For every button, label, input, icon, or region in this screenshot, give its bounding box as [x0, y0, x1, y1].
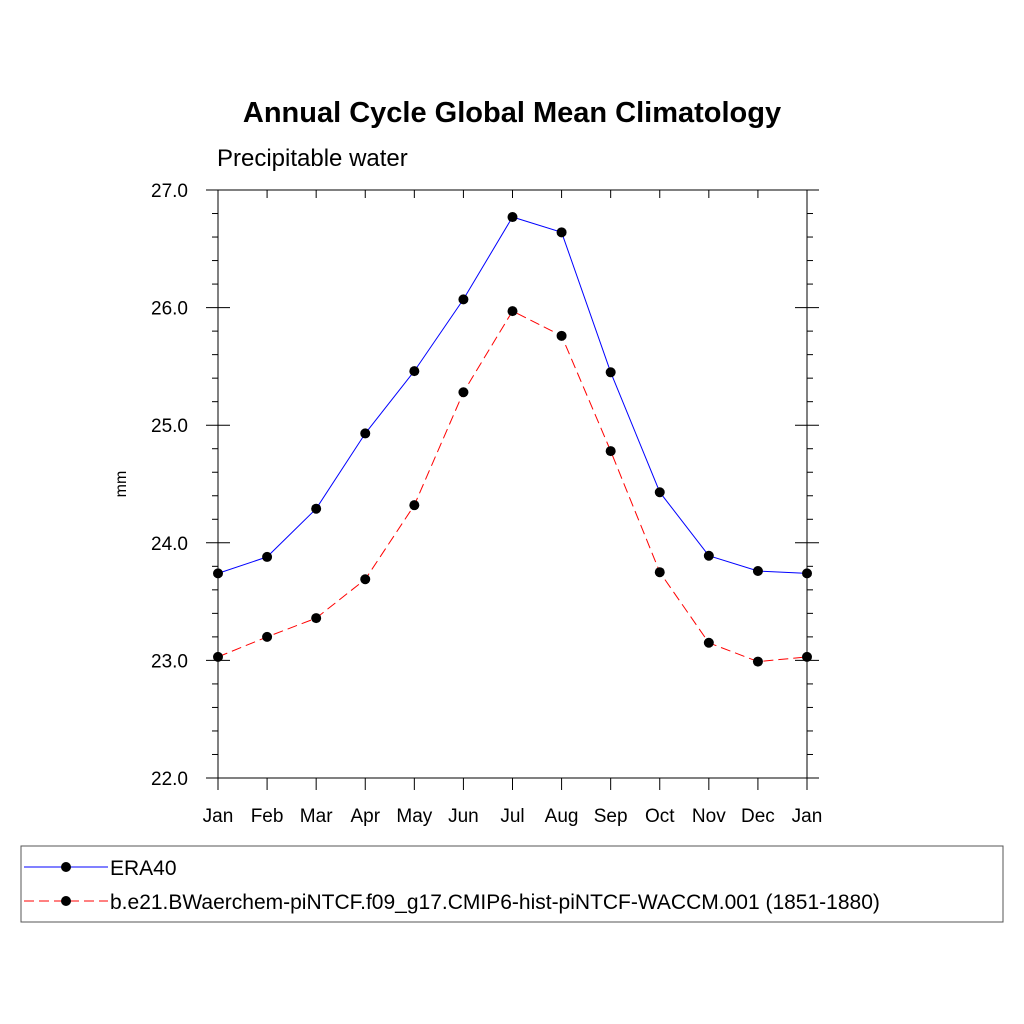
y-tick-label: 23.0	[151, 651, 188, 672]
x-tick-label: Oct	[645, 806, 675, 827]
data-point-series-1	[360, 428, 371, 439]
y-axis-label: mm	[113, 471, 130, 498]
data-point-series-2	[752, 656, 763, 667]
data-point-series-1	[311, 503, 322, 514]
data-point-series-2	[802, 651, 812, 662]
legend-marker-series-1	[61, 862, 71, 872]
series-line-1	[217, 216, 808, 574]
data-point-series-1	[654, 487, 665, 498]
x-tick-label: May	[396, 806, 432, 827]
data-point-series-2	[409, 500, 420, 511]
x-tick-label: Jul	[500, 806, 524, 827]
data-point-series-1	[556, 227, 567, 238]
data-point-series-2	[360, 574, 371, 585]
legend-marker-series-2	[61, 896, 71, 906]
x-tick-label: Apr	[350, 806, 380, 827]
plot-frame	[217, 189, 808, 779]
data-point-series-2	[654, 567, 665, 578]
legend-items: ERA40 b.e21.BWaerchem-piNTCF.f09_g17.CMIP…	[24, 857, 880, 914]
y-tick-label: 27.0	[151, 181, 188, 202]
data-point-series-1	[802, 568, 812, 579]
x-tick-label: Nov	[692, 806, 726, 827]
legend-label-series-2: b.e21.BWaerchem-piNTCF.f09_g17.CMIP6-his…	[110, 891, 880, 914]
x-tick-label: Jan	[203, 806, 234, 827]
data-point-series-1	[752, 566, 763, 577]
data-point-series-2	[507, 306, 518, 317]
legend-label-series-1: ERA40	[110, 857, 177, 880]
data-point-series-2	[605, 446, 616, 457]
x-tick-label: Dec	[741, 806, 775, 827]
legend	[20, 845, 1004, 923]
data-point-series-2	[213, 651, 223, 662]
series-line-2	[217, 310, 808, 663]
y-tick-label: 22.0	[151, 769, 188, 790]
data-point-series-2	[262, 631, 273, 642]
y-tick-label: 25.0	[151, 416, 188, 437]
data-point-series-1	[458, 294, 469, 305]
x-tick-label: Jan	[792, 806, 823, 827]
chart-title: Annual Cycle Global Mean Climatology	[243, 97, 781, 129]
y-tick-label: 24.0	[151, 534, 188, 555]
data-point-series-1	[213, 568, 223, 579]
x-tick-label: Mar	[300, 806, 333, 827]
data-point-series-1	[605, 367, 616, 378]
x-tick-label: Aug	[545, 806, 579, 827]
data-point-series-1	[409, 366, 420, 377]
data-point-series-2	[703, 637, 714, 648]
x-tick-label: Jun	[448, 806, 479, 827]
data-point-series-1	[262, 551, 273, 562]
x-tick-label: Feb	[251, 806, 284, 827]
series-markers	[213, 212, 812, 667]
data-point-series-2	[458, 387, 469, 398]
x-tick-label: Sep	[594, 806, 628, 827]
axis-ticks: 22.0 23.0 24.0 25.0 26.0 27.0 Jan Feb Mar Apr May J…	[151, 181, 822, 827]
data-point-series-1	[703, 550, 714, 561]
series-lines	[217, 216, 808, 663]
chart-subtitle: Precipitable water	[217, 145, 408, 172]
data-point-series-1	[507, 212, 518, 223]
y-tick-label: 26.0	[151, 299, 188, 320]
data-point-series-2	[311, 613, 322, 624]
data-point-series-2	[556, 330, 567, 341]
